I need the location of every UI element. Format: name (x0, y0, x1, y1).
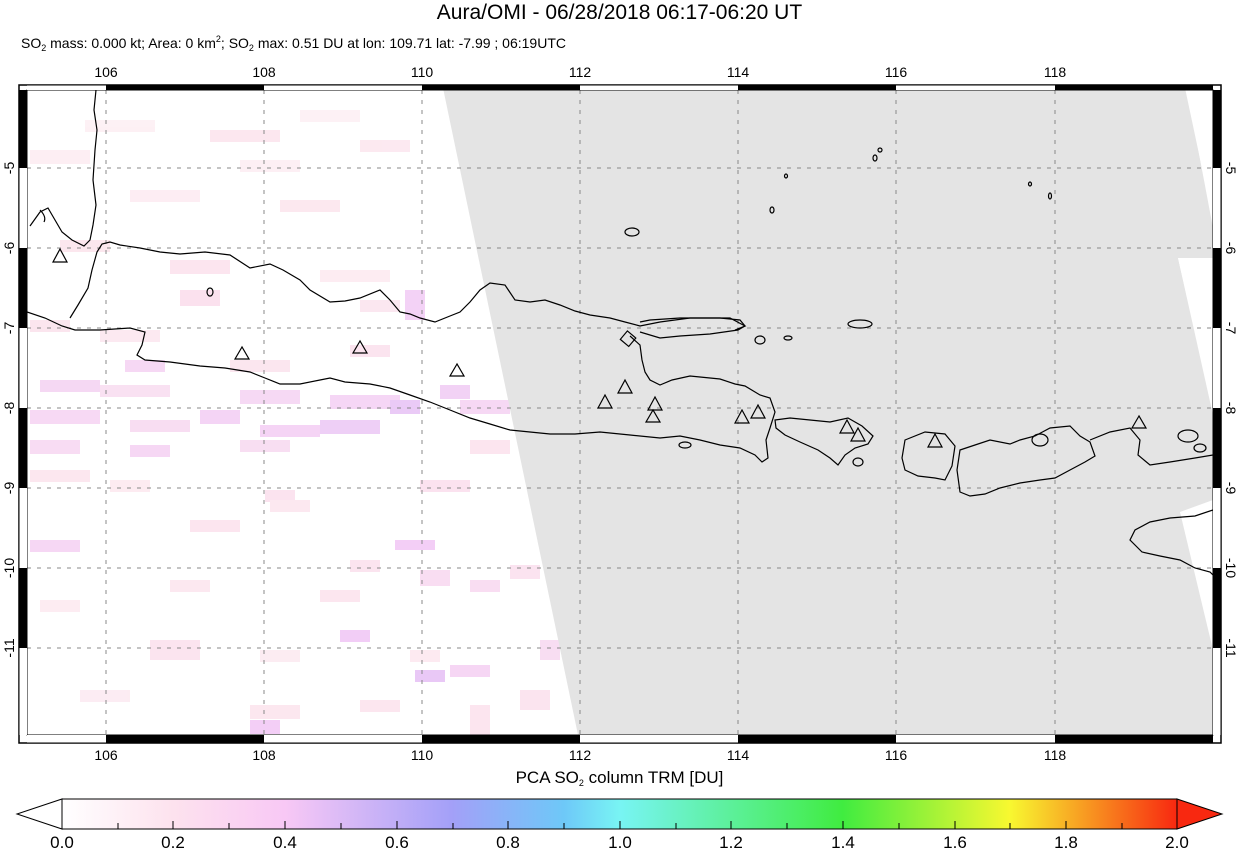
coast-sumatra (29, 90, 98, 247)
lon-label: 106 (94, 747, 118, 763)
coast-sumba (1129, 509, 1213, 576)
lat-label: -6 (1, 242, 17, 255)
lat-label: -5 (1, 162, 17, 175)
lat-labels-left: -5 -6 -7 -8 -9 -10 -11 (1, 162, 17, 658)
so2-subscript-2: 2 (248, 43, 254, 53)
lat-labels-right: -5 -6 -7 -8 -9 -10 -11 (1223, 162, 1239, 658)
mass-area-text: mass: 0.000 kt; Area: 0 km (46, 35, 216, 51)
lon-label: 110 (411, 64, 434, 80)
lat-label: -11 (1, 638, 17, 657)
lat-label: -5 (1223, 162, 1239, 175)
map-title: Aura/OMI - 06/28/2018 06:17-06:20 UT (436, 1, 803, 24)
area-superscript: 2 (215, 34, 221, 44)
map-frame (18, 84, 1222, 744)
volcano-icon (233, 345, 251, 360)
coast-madura (639, 317, 746, 339)
coastlines (27, 90, 1213, 576)
lon-label: 112 (569, 64, 592, 80)
lat-label: -10 (1, 558, 17, 578)
lat-label: -9 (1, 482, 17, 495)
gridlines (27, 90, 1213, 735)
colorbar-label: 1.4 (831, 833, 855, 852)
lon-label: 116 (885, 747, 908, 763)
no-data-region (443, 90, 1213, 735)
colorbar-label: 0.8 (496, 833, 520, 852)
volcano-icon (644, 408, 662, 423)
volcano-icon (838, 418, 856, 434)
lon-label: 106 (94, 64, 118, 80)
colorbar-min-arrow (15, 798, 63, 830)
volcano-icon (926, 432, 944, 448)
coast-lombok (901, 431, 956, 481)
volcano-icon (616, 378, 634, 394)
lon-label: 114 (727, 64, 750, 80)
coast-bali (774, 417, 874, 466)
lat-label: -6 (1223, 242, 1239, 255)
volcano-icon (448, 362, 466, 377)
so2-label: SO (21, 35, 42, 51)
lon-label: 108 (252, 747, 276, 763)
coast-sumbawa (956, 425, 1096, 497)
lon-label: 110 (411, 747, 434, 763)
lat-label: -7 (1223, 322, 1239, 335)
volcano-markers (51, 247, 1148, 448)
colorbar-label: 0.6 (385, 833, 409, 852)
colorbar-title-sub: 2 (578, 778, 584, 788)
lon-labels-bottom: 106 108 110 112 114 116 118 (94, 747, 1066, 763)
colorbar-title-suffix: column TRM [DU] (583, 768, 724, 787)
volcano-icon (51, 247, 69, 263)
lon-labels-top: 106 108 110 112 114 116 118 (94, 64, 1066, 80)
max-value-text: max: 0.51 DU at lon: 109.71 lat: -7.99 ;… (253, 35, 566, 51)
lat-label: -8 (1223, 402, 1239, 415)
lat-label: -7 (1, 322, 17, 335)
lon-label: 114 (727, 747, 750, 763)
lat-label: -9 (1223, 482, 1239, 495)
swath-gap-right-low (1180, 512, 1213, 650)
volcano-icon (351, 339, 369, 354)
volcano-icon (596, 393, 614, 409)
lon-label: 118 (1044, 64, 1067, 80)
so2-label-2: SO (228, 35, 249, 51)
lon-label: 108 (252, 64, 276, 80)
map-plot-area (27, 90, 1213, 735)
lat-label: -8 (1, 402, 17, 415)
colorbar-ticks (117, 821, 1123, 829)
coast-java-south (27, 311, 776, 463)
colorbar-title-prefix: PCA SO (515, 768, 579, 787)
volcano-icon (646, 395, 664, 411)
colorbar-label: 0.0 (50, 833, 74, 852)
so2-pixels (30, 110, 560, 735)
lon-label: 118 (1044, 747, 1067, 763)
swath-gap-right-top (1187, 90, 1213, 228)
swath-gap-right-mid (1178, 258, 1213, 415)
separator: ; (220, 35, 229, 51)
colorbar-label: 2.0 (1165, 833, 1189, 852)
colorbar-label: 0.2 (161, 833, 185, 852)
volcano-icon (1130, 414, 1148, 429)
lat-label: -10 (1223, 558, 1239, 578)
lon-label: 112 (569, 747, 592, 763)
colorbar-title: PCA SO2 column TRM [DU] (0, 768, 1239, 788)
colorbar-max-arrow (1176, 798, 1224, 830)
colorbar-label: 0.4 (273, 833, 297, 852)
lon-label: 116 (885, 64, 908, 80)
coast-flores (1089, 427, 1213, 466)
colorbar-label: 1.2 (719, 833, 743, 852)
colorbar-label: 1.0 (608, 833, 632, 852)
colorbar (15, 798, 1224, 830)
lat-label: -11 (1223, 638, 1239, 657)
coast-java-north (69, 241, 747, 331)
colorbar-label: 1.8 (1054, 833, 1078, 852)
map-subtitle: SO2 mass: 0.000 kt; Area: 0 km2; SO2 max… (21, 34, 566, 53)
so2-subscript: 2 (41, 43, 47, 53)
colorbar-label: 1.6 (943, 833, 967, 852)
volcano-icon (849, 426, 867, 442)
volcano-icon (749, 403, 767, 419)
volcano-icon (733, 408, 751, 424)
